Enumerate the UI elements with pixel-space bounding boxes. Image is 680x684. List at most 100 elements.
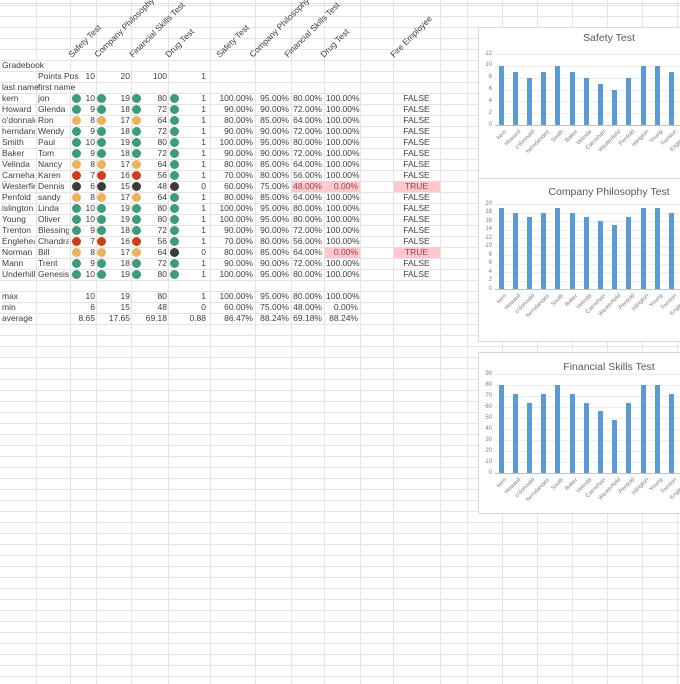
cell-score[interactable]: 18: [120, 126, 130, 136]
cell-score[interactable]: 1: [201, 236, 206, 246]
cell-percent[interactable]: 85.00%: [260, 192, 289, 202]
cell-score[interactable]: 15: [120, 181, 130, 191]
points-possible-value[interactable]: 10: [85, 71, 95, 81]
cell-percent[interactable]: 80.00%: [260, 170, 289, 180]
cell-last-name[interactable]: Underhill: [2, 269, 35, 279]
summary-percent[interactable]: 100.00%: [326, 291, 360, 301]
cell-percent[interactable]: 56.00%: [293, 236, 322, 246]
cell-percent[interactable]: 80.00%: [293, 214, 322, 224]
cell-score[interactable]: 9: [90, 225, 95, 235]
summary-percent[interactable]: 60.00%: [224, 302, 253, 312]
summary-score[interactable]: 17.65: [108, 313, 130, 323]
cell-fire-flag[interactable]: FALSE: [403, 115, 430, 125]
cell-percent[interactable]: 85.00%: [260, 247, 289, 257]
last-name-header[interactable]: last name: [2, 82, 39, 92]
cell-score[interactable]: 10: [85, 137, 95, 147]
cell-score[interactable]: 18: [120, 225, 130, 235]
cell-score[interactable]: 16: [120, 170, 130, 180]
fire-employee-header[interactable]: Fire Employee: [388, 13, 435, 60]
cell-score[interactable]: 8: [90, 159, 95, 169]
summary-percent[interactable]: 100.00%: [219, 291, 253, 301]
cell-score[interactable]: 56: [157, 236, 167, 246]
summary-percent[interactable]: 88.24%: [260, 313, 289, 323]
cell-first-name[interactable]: Blessing: [38, 225, 69, 235]
points-possible-value[interactable]: 100: [152, 71, 167, 81]
cell-percent[interactable]: 100.00%: [326, 269, 360, 279]
cell-score[interactable]: 1: [201, 93, 206, 103]
cell-score[interactable]: 1: [201, 225, 206, 235]
cell-last-name[interactable]: islington: [2, 203, 34, 213]
cell-last-name[interactable]: Norman: [2, 247, 33, 257]
cell-percent[interactable]: 100.00%: [326, 214, 360, 224]
cell-percent[interactable]: 90.00%: [260, 104, 289, 114]
summary-label[interactable]: max: [2, 291, 19, 301]
cell-percent[interactable]: 90.00%: [260, 148, 289, 158]
cell-percent[interactable]: 64.00%: [293, 247, 322, 257]
cell-last-name[interactable]: o'donnald: [2, 115, 35, 125]
summary-percent[interactable]: 95.00%: [260, 291, 289, 301]
summary-score[interactable]: 6: [90, 302, 95, 312]
cell-percent[interactable]: 80.00%: [260, 236, 289, 246]
cell-fire-flag[interactable]: FALSE: [403, 225, 430, 235]
summary-score[interactable]: 69.18: [145, 313, 167, 323]
summary-score[interactable]: 80: [157, 291, 167, 301]
cell-score[interactable]: 17: [120, 192, 130, 202]
cell-percent[interactable]: 80.00%: [293, 203, 322, 213]
cell-score[interactable]: 1: [201, 258, 206, 268]
cell-score[interactable]: 9: [90, 126, 95, 136]
cell-fire-flag[interactable]: FALSE: [403, 148, 430, 158]
cell-score[interactable]: 10: [85, 93, 95, 103]
cell-percent[interactable]: 64.00%: [293, 159, 322, 169]
cell-first-name[interactable]: Paul: [38, 137, 56, 147]
cell-percent[interactable]: 80.00%: [224, 247, 253, 257]
summary-percent[interactable]: 69.18%: [293, 313, 322, 323]
cell-score[interactable]: 17: [120, 115, 130, 125]
cell-score[interactable]: 10: [85, 214, 95, 224]
cell-score[interactable]: 80: [157, 203, 167, 213]
cell-score[interactable]: 64: [157, 159, 167, 169]
cell-first-name[interactable]: Trent: [38, 258, 58, 268]
cell-score[interactable]: 1: [201, 159, 206, 169]
cell-fire-flag[interactable]: TRUE: [404, 247, 429, 257]
summary-score[interactable]: 0: [201, 302, 206, 312]
cell-score[interactable]: 80: [157, 93, 167, 103]
cell-last-name[interactable]: herndand: [2, 126, 35, 136]
cell-percent[interactable]: 80.00%: [224, 115, 253, 125]
cell-percent[interactable]: 100.00%: [326, 170, 360, 180]
cell-score[interactable]: 64: [157, 115, 167, 125]
cell-percent[interactable]: 72.00%: [293, 225, 322, 235]
summary-percent[interactable]: 88.24%: [329, 313, 358, 323]
chart-safety-test[interactable]: Safety Test 12 10 8 6 4 2 0 kern Howard o'donnald h…: [478, 27, 680, 180]
cell-score[interactable]: 72: [157, 126, 167, 136]
cell-percent[interactable]: 0.00%: [333, 181, 358, 191]
summary-label[interactable]: min: [2, 302, 16, 312]
cell-last-name[interactable]: Baker: [2, 148, 25, 158]
cell-score[interactable]: 64: [157, 247, 167, 257]
cell-percent[interactable]: 72.00%: [293, 104, 322, 114]
cell-score[interactable]: 19: [120, 93, 130, 103]
cell-percent[interactable]: 100.00%: [219, 214, 253, 224]
cell-score[interactable]: 72: [157, 225, 167, 235]
cell-percent[interactable]: 100.00%: [219, 137, 253, 147]
cell-percent[interactable]: 72.00%: [293, 258, 322, 268]
cell-last-name[interactable]: Westerfie: [2, 181, 35, 191]
cell-percent[interactable]: 90.00%: [224, 126, 253, 136]
chart-company-philosophy-test[interactable]: Company Philosophy Test 20 18 16 14 12 10 8 6 4 2 0…: [478, 178, 680, 342]
cell-score[interactable]: 19: [120, 137, 130, 147]
cell-percent[interactable]: 100.00%: [326, 148, 360, 158]
cell-percent[interactable]: 90.00%: [224, 104, 253, 114]
cell-percent[interactable]: 100.00%: [326, 225, 360, 235]
cell-score[interactable]: 80: [157, 137, 167, 147]
cell-percent[interactable]: 70.00%: [224, 170, 253, 180]
cell-score[interactable]: 1: [201, 115, 206, 125]
cell-last-name[interactable]: Young: [2, 214, 26, 224]
cell-percent[interactable]: 64.00%: [293, 192, 322, 202]
cell-fire-flag[interactable]: FALSE: [403, 159, 430, 169]
cell-score[interactable]: 9: [90, 148, 95, 158]
cell-score[interactable]: 8: [90, 192, 95, 202]
cell-last-name[interactable]: Penfold: [2, 192, 31, 202]
cell-percent[interactable]: 80.00%: [293, 93, 322, 103]
cell-percent[interactable]: 80.00%: [293, 269, 322, 279]
summary-percent[interactable]: 75.00%: [260, 302, 289, 312]
cell-fire-flag[interactable]: FALSE: [403, 93, 430, 103]
